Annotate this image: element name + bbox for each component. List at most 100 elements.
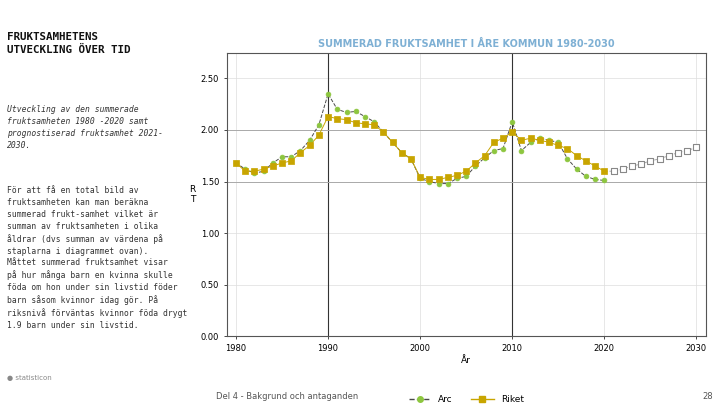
Point (396, 149, 408, 156)
Point (562, 145, 573, 152)
Point (479, 153, 490, 159)
Text: ● statisticon: ● statisticon (7, 375, 52, 381)
Point (525, 139, 536, 145)
Point (608, 168, 619, 175)
Point (498, 145, 509, 152)
Point (313, 122, 325, 128)
Point (396, 149, 408, 156)
Point (580, 173, 592, 179)
Point (433, 180, 444, 187)
Point (663, 153, 675, 159)
Point (415, 175, 426, 182)
Point (544, 139, 555, 145)
Text: FRUKTSAMHETENS
UTVECKLING ÖVER TID: FRUKTSAMHETENS UTVECKLING ÖVER TID (7, 32, 131, 55)
Point (369, 119, 380, 125)
Text: Utveckling av den summerade
fruktsamheten 1980 -2020 samt
prognostiserad fruktsa: Utveckling av den summerade fruktsamhete… (7, 105, 163, 150)
Legend: Arc, Riket: Arc, Riket (405, 392, 528, 405)
Point (552, 142, 564, 149)
Title: SUMMERAD FRUKTSAMHET I ÅRE KOMMUN 1980-2030: SUMMERAD FRUKTSAMHET I ÅRE KOMMUN 1980-2… (318, 39, 614, 49)
Point (341, 109, 352, 116)
Point (451, 175, 463, 182)
Point (469, 160, 481, 166)
Point (590, 176, 601, 183)
Point (304, 142, 315, 149)
Point (304, 137, 315, 143)
X-axis label: År: År (462, 356, 471, 364)
Point (442, 174, 454, 181)
Point (267, 163, 279, 169)
Point (690, 144, 702, 151)
Point (323, 91, 334, 97)
Point (433, 176, 444, 183)
Point (571, 166, 582, 173)
Point (248, 168, 260, 175)
Y-axis label: R
T: R T (189, 185, 196, 204)
Point (552, 139, 564, 145)
Point (525, 135, 536, 141)
Point (240, 168, 251, 175)
Text: Del 4 - Bakgrund och antaganden: Del 4 - Bakgrund och antaganden (216, 392, 359, 401)
Point (506, 129, 518, 135)
Text: 28: 28 (702, 392, 713, 401)
Point (442, 180, 454, 187)
Point (323, 113, 334, 120)
Point (377, 129, 389, 135)
Point (331, 106, 343, 113)
Point (580, 158, 592, 164)
Point (635, 161, 647, 167)
Point (286, 153, 297, 160)
Point (516, 147, 527, 154)
Point (461, 168, 472, 175)
Point (415, 174, 426, 181)
Point (506, 119, 518, 125)
Point (488, 139, 500, 145)
Point (286, 158, 297, 164)
Point (598, 168, 610, 175)
Point (672, 149, 684, 156)
Point (313, 132, 325, 139)
Point (294, 149, 306, 156)
Point (451, 172, 463, 179)
Point (479, 155, 490, 161)
Point (654, 156, 665, 162)
Point (644, 158, 656, 164)
Point (276, 160, 288, 166)
Point (240, 166, 251, 173)
Point (359, 121, 371, 127)
Point (423, 176, 435, 183)
Text: För att få en total bild av
fruktsamheten kan man beräkna
summerad frukt-samhet : För att få en total bild av fruktsamhete… (7, 186, 188, 330)
Point (534, 135, 546, 141)
Point (230, 160, 242, 166)
Point (469, 163, 481, 169)
Point (350, 119, 361, 126)
Point (590, 163, 601, 169)
Point (294, 147, 306, 154)
Point (681, 147, 693, 154)
Point (369, 122, 380, 128)
Point (544, 137, 555, 143)
Point (516, 137, 527, 143)
Point (571, 153, 582, 159)
Point (461, 173, 472, 179)
Point (230, 160, 242, 166)
Point (387, 139, 398, 145)
Point (331, 115, 343, 122)
Point (350, 108, 361, 115)
Point (258, 168, 269, 175)
Point (405, 156, 417, 162)
Point (258, 166, 269, 173)
Point (617, 166, 629, 173)
Point (498, 135, 509, 141)
Point (534, 137, 546, 143)
Point (377, 129, 389, 135)
Point (598, 177, 610, 184)
Point (562, 156, 573, 162)
Point (626, 163, 638, 169)
Point (359, 113, 371, 120)
Point (423, 178, 435, 185)
Point (405, 156, 417, 162)
Point (387, 139, 398, 145)
Point (341, 116, 352, 123)
Point (276, 153, 288, 160)
Point (488, 147, 500, 154)
